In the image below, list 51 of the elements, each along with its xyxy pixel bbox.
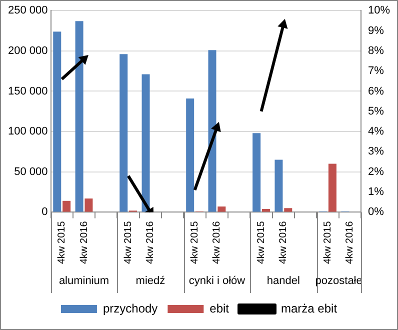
bar (284, 208, 292, 212)
text: pozostałe (315, 275, 362, 288)
x-tick-label: 4kw 2015 (190, 220, 201, 264)
text: miedź (136, 275, 166, 288)
y-tick-label: 250 000 (8, 4, 48, 17)
point (78, 54, 88, 65)
x-tick-label: 4kw 2015 (256, 220, 268, 264)
y2-tick-label: 0% (368, 206, 384, 218)
y2-tick-label: 6% (368, 85, 384, 98)
y-tick-label: 50 000 (14, 166, 48, 178)
x-tick-label: 4kw 2016 (145, 220, 156, 264)
x-tick-label: 4kw 2015 (322, 220, 334, 264)
bar (328, 164, 336, 212)
x-tick-label: 4kw 2015 (123, 220, 134, 264)
y2-tick-label: 4% (368, 126, 384, 138)
bar (142, 74, 150, 212)
bar (262, 208, 270, 212)
bar (252, 133, 261, 212)
y2-tick-label: 1% (368, 186, 384, 198)
y-tick-label: 0 (42, 206, 48, 218)
bar (62, 200, 71, 212)
bar (120, 54, 128, 212)
y2-tick-label: 5% (368, 105, 384, 118)
x-tick-label: 4kw 2016 (212, 220, 223, 264)
bar (208, 50, 216, 212)
bar (274, 160, 283, 212)
x-tick-label: 4kw 2016 (278, 220, 290, 264)
legend-label: ebit (210, 301, 230, 316)
y2-tick-label: 3% (368, 146, 384, 158)
y-tick-label: 150 000 (8, 85, 48, 98)
bar (84, 198, 93, 212)
legend-label: przychody (102, 301, 158, 316)
text: handel (266, 275, 300, 288)
x-tick-label: 4kw 2015 (56, 220, 68, 264)
x-tick-label: 4kw 2016 (78, 220, 90, 264)
y2-tick-label: 8% (368, 44, 384, 57)
y2-tick-label: 2% (368, 166, 384, 178)
bar (75, 21, 84, 212)
bar (53, 32, 62, 212)
legend-label: marża ebit (281, 301, 338, 316)
y2-tick-label: 7% (368, 65, 384, 78)
text: aluminium (58, 275, 110, 288)
y2-tick-label: 10% (368, 4, 390, 17)
point (211, 122, 221, 132)
y-tick-label: 100 000 (8, 126, 48, 138)
y2-tick-label: 9% (368, 24, 384, 37)
text: cynki i ołów (188, 275, 246, 288)
bar (186, 98, 194, 212)
y-tick-label: 200 000 (8, 44, 48, 57)
bar (218, 206, 226, 212)
x-tick-label: 4kw 2016 (344, 220, 356, 264)
